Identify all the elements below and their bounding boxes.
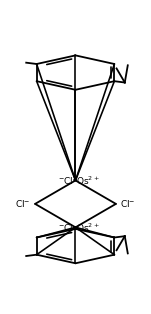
Text: Cl$^{-}$: Cl$^{-}$ bbox=[120, 198, 136, 209]
Text: $^{-}$Cl: $^{-}$Cl bbox=[58, 222, 74, 233]
Text: Os$^{2+}$: Os$^{2+}$ bbox=[76, 174, 100, 187]
Text: Os$^{2+}$: Os$^{2+}$ bbox=[76, 221, 100, 234]
Text: Cl$^{-}$: Cl$^{-}$ bbox=[15, 198, 31, 209]
Text: $^{-}$Cl: $^{-}$Cl bbox=[58, 175, 74, 186]
